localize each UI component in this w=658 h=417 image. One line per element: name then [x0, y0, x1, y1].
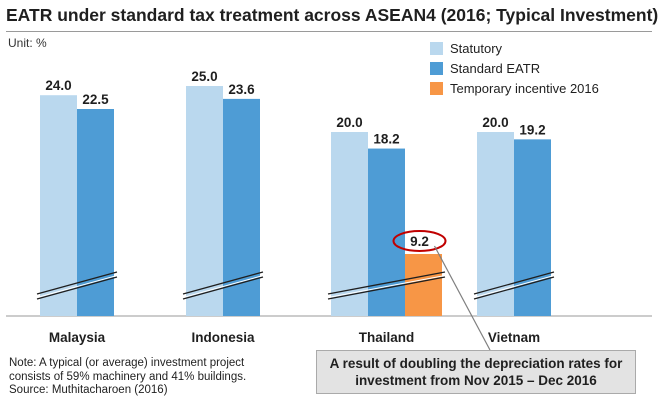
axis-break-line: [182, 271, 264, 295]
axis-break-line: [473, 276, 555, 300]
legend-swatch: [430, 82, 443, 95]
axis-break-gap: [474, 275, 554, 298]
legend-label: Statutory: [450, 41, 503, 56]
axis-break-line: [182, 276, 264, 300]
axis-break-line: [473, 271, 555, 295]
footnote-line: consists of 59% machinery and 41% buildi…: [9, 370, 247, 383]
footnote: Note: A typical (or average) investment …: [9, 357, 246, 398]
unit-label: Unit: %: [8, 36, 47, 50]
chart-title: EATR under standard tax treatment across…: [6, 5, 658, 25]
data-label-standard-eatr: 18.2: [373, 132, 399, 147]
footnote-line: Note: A typical (or average) investment …: [9, 357, 245, 369]
bar-temporary-incentive: [405, 254, 442, 316]
data-label-temporary-incentive: 9.2: [410, 234, 429, 249]
data-label-statutory: 24.0: [45, 78, 71, 93]
category-label: Vietnam: [488, 330, 540, 345]
bar-standard-eatr: [514, 139, 551, 316]
axis-break-line: [327, 276, 446, 300]
data-label-statutory: 20.0: [482, 115, 508, 130]
source-line: Source: Muthitacharoen (2016): [9, 384, 168, 396]
axis-break-gap: [328, 275, 445, 298]
callout-line: investment from Nov 2015 – Dec 2016: [355, 373, 597, 388]
bar-statutory: [186, 86, 223, 316]
bar-statutory: [331, 132, 368, 316]
category-label: Thailand: [359, 330, 415, 345]
data-label-statutory: 25.0: [191, 69, 217, 84]
data-label-standard-eatr: 22.5: [82, 92, 109, 107]
axis-break-gap: [37, 275, 117, 298]
category-label: Malaysia: [49, 330, 106, 345]
callout-connector: [433, 245, 491, 351]
axis-break-line: [36, 271, 118, 295]
legend-swatch: [430, 42, 443, 55]
data-label-standard-eatr: 23.6: [228, 82, 255, 97]
data-label-statutory: 20.0: [336, 115, 362, 130]
data-label-standard-eatr: 19.2: [519, 122, 545, 137]
callout-line: A result of doubling the depreciation ra…: [329, 356, 623, 371]
bar-statutory: [40, 95, 77, 316]
legend-label: Temporary incentive 2016: [450, 81, 599, 96]
axis-break-line: [36, 276, 118, 300]
title-divider: [6, 31, 652, 32]
axis-break-gap: [183, 275, 263, 298]
highlight-ellipse: [392, 230, 447, 252]
legend-swatch: [430, 62, 443, 75]
axis-break-line: [327, 271, 446, 295]
callout-box: A result of doubling the depreciation ra…: [316, 350, 636, 394]
category-label: Indonesia: [191, 330, 255, 345]
legend-label: Standard EATR: [450, 61, 540, 76]
